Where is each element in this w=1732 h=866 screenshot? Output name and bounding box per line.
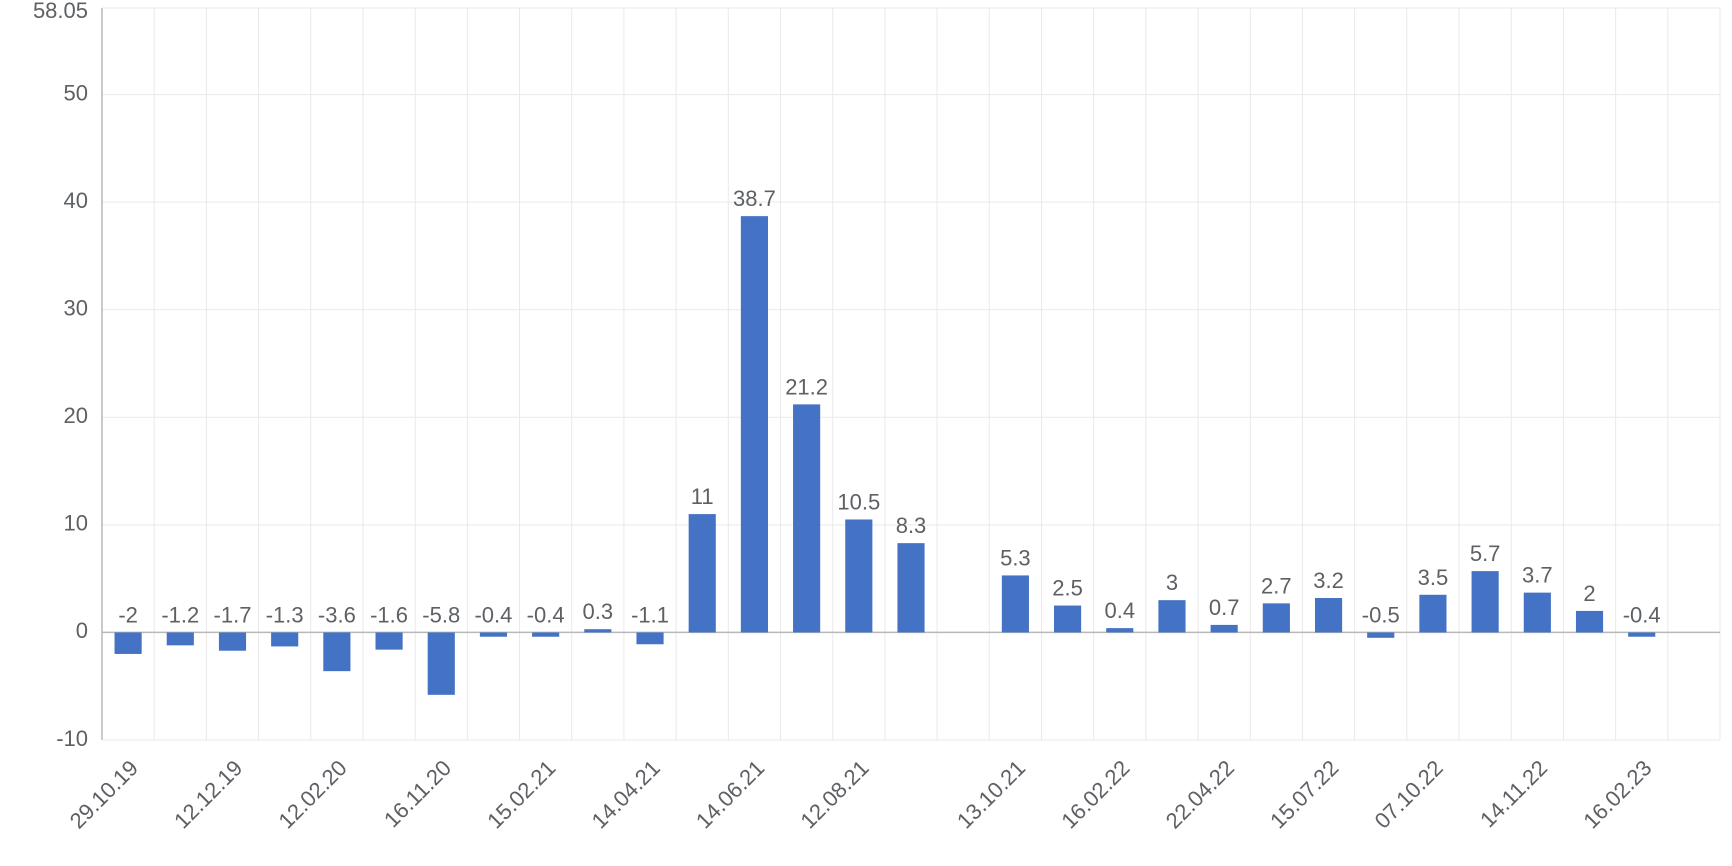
bar-value-label: -0.4 <box>474 602 512 627</box>
bar <box>1576 611 1603 633</box>
bar-value-label: 3 <box>1166 570 1178 595</box>
bar-value-label: 10.5 <box>837 489 880 514</box>
bar-value-label: 2.7 <box>1261 573 1292 598</box>
bar-value-label: -0.4 <box>527 602 565 627</box>
bar <box>584 629 611 632</box>
bar-value-label: 21.2 <box>785 374 828 399</box>
bar <box>1211 625 1238 633</box>
bar <box>428 632 455 694</box>
bar-value-label: 2.5 <box>1052 576 1083 601</box>
bar <box>1002 575 1029 632</box>
y-tick-label: 0 <box>76 618 88 643</box>
bar-value-label: 3.7 <box>1522 563 1553 588</box>
bar <box>741 216 768 632</box>
bar <box>793 404 820 632</box>
bar <box>323 632 350 671</box>
bar <box>1263 603 1290 632</box>
bar-chart: -10 0 10 20 30 40 50 58.05 -2 -1.2 -1.7 -1.3 -3.6 -1.… <box>0 0 1732 866</box>
bar <box>219 632 246 650</box>
bar-value-label: -3.6 <box>318 602 356 627</box>
bar <box>532 632 559 636</box>
bar-value-label: 38.7 <box>733 186 776 211</box>
bar <box>845 519 872 632</box>
bar-value-label: 2 <box>1583 581 1595 606</box>
bar-value-label: 0.4 <box>1104 598 1135 623</box>
y-max-label: 58.05 <box>33 0 88 23</box>
y-tick-label: 50 <box>64 80 88 105</box>
bar <box>480 632 507 636</box>
bar-value-label: -1.3 <box>266 602 304 627</box>
bar <box>1628 632 1655 636</box>
y-tick-label: 30 <box>64 296 88 321</box>
bar-value-label: -1.7 <box>214 602 252 627</box>
bar-value-label: 11 <box>691 484 714 509</box>
bar <box>1367 632 1394 637</box>
bar <box>1472 571 1499 632</box>
y-tick-label: -10 <box>56 726 88 751</box>
bar <box>636 632 663 644</box>
bar-value-label: 0.7 <box>1209 595 1240 620</box>
bar-value-label: 5.7 <box>1470 541 1501 566</box>
y-tick-label: 20 <box>64 403 88 428</box>
bar-value-label: -1.2 <box>161 602 199 627</box>
chart-svg: -10 0 10 20 30 40 50 58.05 -2 -1.2 -1.7 -1.3 -3.6 -1.… <box>0 0 1732 866</box>
bar-value-label: 8.3 <box>896 513 927 538</box>
bar-value-label: 3.2 <box>1313 568 1344 593</box>
bar <box>1158 600 1185 632</box>
bar <box>689 514 716 632</box>
bar <box>1315 598 1342 632</box>
bar <box>1419 595 1446 633</box>
bar <box>167 632 194 645</box>
bar-value-label: -0.5 <box>1362 602 1400 627</box>
y-tick-label: 40 <box>64 188 88 213</box>
y-tick-label: 10 <box>64 511 88 536</box>
bar-value-label: 0.3 <box>583 599 614 624</box>
bar-value-label: 3.5 <box>1418 565 1449 590</box>
bar-value-label: -1.1 <box>631 602 669 627</box>
bar <box>271 632 298 646</box>
bar <box>1524 593 1551 633</box>
bar-value-label: -5.8 <box>422 602 460 627</box>
bar <box>1054 606 1081 633</box>
bar <box>375 632 402 649</box>
bar <box>897 543 924 632</box>
bar <box>115 632 142 654</box>
bar-value-label: -2 <box>118 602 138 627</box>
bar-value-label: -0.4 <box>1623 602 1661 627</box>
bar <box>1106 628 1133 632</box>
bar-value-label: -1.6 <box>370 602 408 627</box>
bar-value-label: 5.3 <box>1000 545 1031 570</box>
